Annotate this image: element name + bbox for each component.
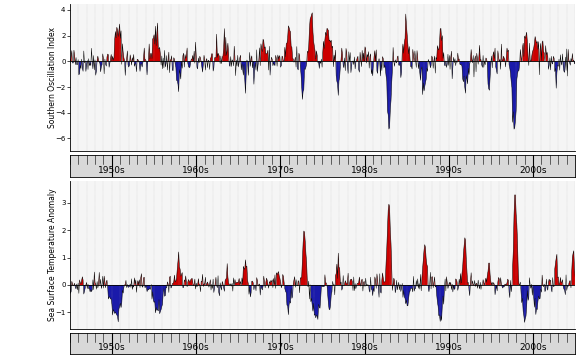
Text: 2000s: 2000s <box>519 343 547 353</box>
Text: 1950s: 1950s <box>98 343 125 353</box>
Text: 1950s: 1950s <box>98 166 125 175</box>
Text: 1960s: 1960s <box>182 343 210 353</box>
Text: 1990s: 1990s <box>435 166 462 175</box>
Text: 1960s: 1960s <box>182 166 210 175</box>
Y-axis label: Southern Oscillation Index: Southern Oscillation Index <box>48 27 57 128</box>
Text: 1970s: 1970s <box>267 343 294 353</box>
Y-axis label: Sea Surface Temperature Anomaly: Sea Surface Temperature Anomaly <box>48 189 57 321</box>
Text: 1970s: 1970s <box>267 166 294 175</box>
Text: 1980s: 1980s <box>351 343 378 353</box>
Text: 2000s: 2000s <box>519 166 547 175</box>
Text: 1980s: 1980s <box>351 166 378 175</box>
Text: 1990s: 1990s <box>435 343 462 353</box>
